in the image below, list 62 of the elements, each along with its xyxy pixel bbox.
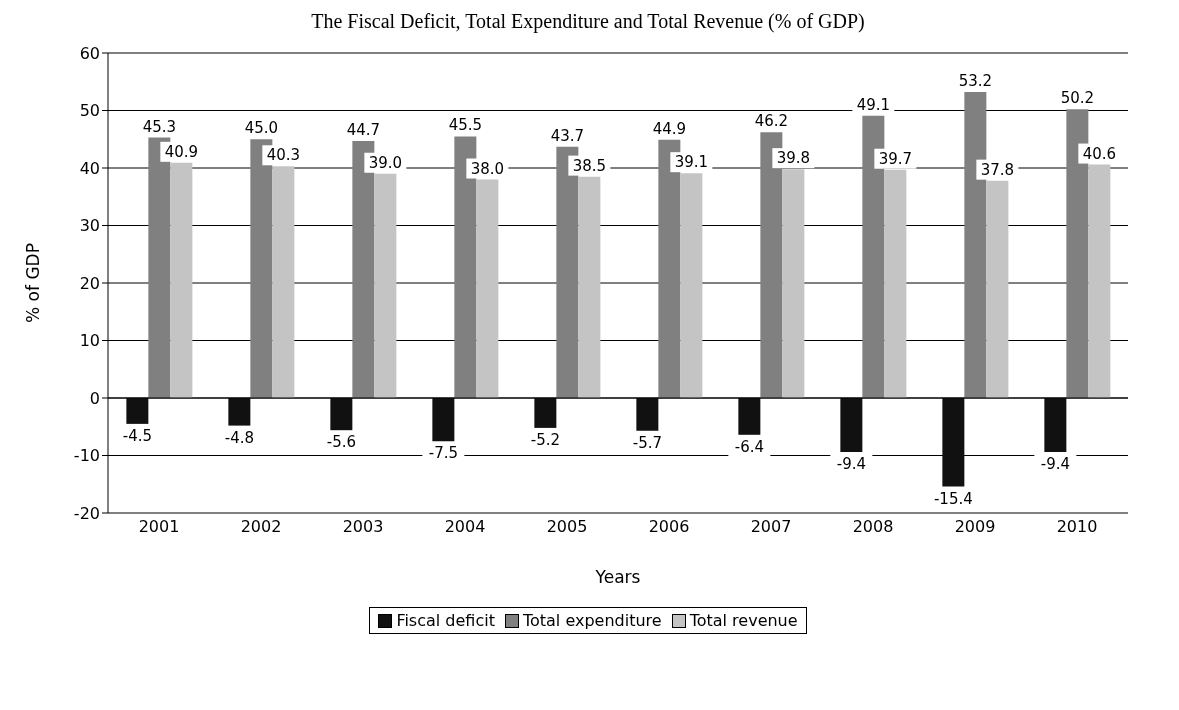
bar	[432, 398, 455, 442]
data-label: -4.8	[224, 428, 254, 447]
data-label: 40.9	[164, 142, 199, 161]
y-tick-label: 20	[79, 273, 100, 293]
data-label: 46.2	[754, 112, 789, 131]
y-axis-title: % of GDP	[23, 243, 44, 323]
x-tick-label: 2004	[444, 517, 486, 537]
data-label: 49.1	[856, 95, 891, 114]
data-label: -5.7	[632, 433, 662, 452]
y-tick-label: 0	[89, 388, 100, 408]
data-label: 45.0	[244, 119, 279, 138]
x-tick-label: 2008	[852, 517, 894, 537]
bar	[840, 398, 863, 453]
bar	[1088, 164, 1111, 398]
data-label: 45.5	[448, 116, 483, 135]
data-label: 43.7	[550, 126, 585, 145]
data-label: 40.6	[1082, 144, 1117, 163]
data-label: 40.3	[266, 146, 301, 165]
data-label: -5.2	[530, 430, 560, 449]
data-label: -5.6	[326, 433, 356, 452]
chart-title: The Fiscal Deficit, Total Expenditure and Total Revenue (% of GDP)	[310, 10, 866, 33]
data-label: 39.1	[674, 153, 709, 172]
data-label: -9.4	[1040, 455, 1070, 474]
data-label: -6.4	[734, 437, 764, 456]
y-tick-label: 40	[79, 158, 100, 178]
x-tick-label: 2007	[750, 517, 792, 537]
x-tick-label: 2001	[138, 517, 180, 537]
x-tick-label: 2003	[342, 517, 384, 537]
y-tick-label: -20	[73, 503, 100, 523]
data-label: 39.7	[878, 149, 913, 168]
y-tick-label: -10	[73, 446, 100, 466]
x-tick-label: 2002	[240, 517, 282, 537]
data-label: -9.4	[836, 455, 866, 474]
data-label: 50.2	[1060, 89, 1095, 108]
data-label: 44.7	[346, 120, 381, 139]
y-tick-label: 30	[79, 216, 100, 236]
data-label: 39.0	[368, 153, 403, 172]
bar	[1044, 398, 1067, 453]
legend-label: Total revenue	[688, 611, 798, 630]
data-label: 44.9	[652, 119, 687, 138]
data-label: -4.5	[122, 426, 152, 445]
bar	[738, 398, 761, 435]
y-tick-label: 10	[79, 331, 100, 351]
y-tick-label: 50	[79, 101, 100, 121]
y-tick-label: 60	[79, 43, 100, 63]
data-label: -15.4	[933, 489, 973, 508]
legend-label: Fiscal deficit	[395, 611, 495, 630]
x-tick-label: 2006	[648, 517, 690, 537]
data-label: 37.8	[980, 160, 1015, 179]
bar	[272, 166, 295, 398]
x-tick-label: 2010	[1056, 517, 1098, 537]
x-tick-label: 2005	[546, 517, 588, 537]
data-label: -7.5	[428, 444, 458, 463]
x-axis-title: Years	[594, 567, 641, 587]
bar	[170, 162, 193, 398]
data-label: 45.3	[142, 117, 177, 136]
x-tick-label: 2009	[954, 517, 996, 537]
data-label: 38.5	[572, 156, 607, 175]
data-label: 38.0	[470, 159, 505, 178]
data-label: 39.8	[776, 149, 811, 168]
data-label: 53.2	[958, 72, 993, 91]
legend-label: Total expenditure	[521, 611, 662, 630]
